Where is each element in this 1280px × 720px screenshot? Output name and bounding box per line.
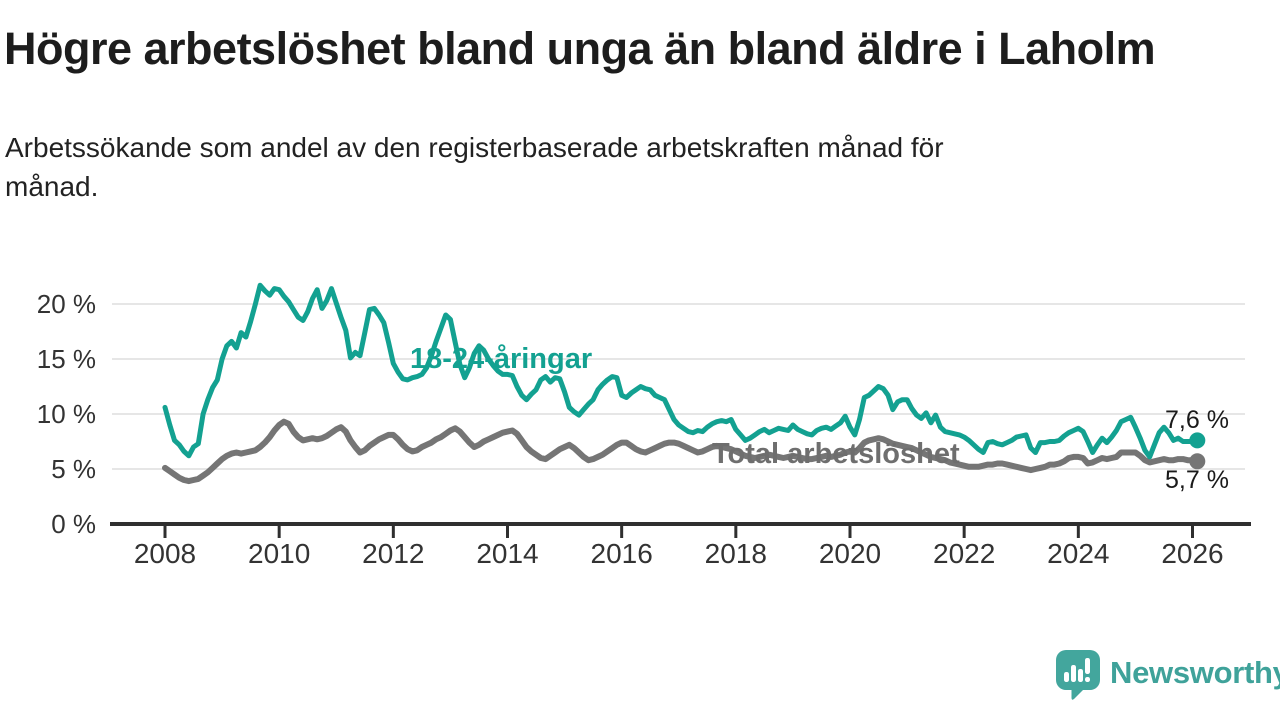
x-axis-tick-label: 2026: [1161, 538, 1223, 569]
end-value-label-total: 5,7 %: [1165, 466, 1229, 494]
x-axis-tick-label: 2010: [248, 538, 310, 569]
x-axis-tick-label: 2014: [476, 538, 538, 569]
series-end-dot-total: [1189, 453, 1206, 470]
page-subtitle: Arbetssökande som andel av den registerb…: [5, 132, 944, 202]
series-line-total: [162, 418, 1201, 485]
x-axis-tick-label: 2016: [591, 538, 653, 569]
end-value-label-youth: 7,6 %: [1165, 406, 1229, 434]
series-end-dot-youth: [1189, 432, 1206, 449]
x-axis-tick-label: 2018: [705, 538, 767, 569]
series-line-youth: [162, 282, 1200, 460]
y-axis-tick-label: 20 %: [37, 289, 96, 319]
page-title: Högre arbetslöshet bland unga än bland ä…: [4, 23, 1156, 74]
series-label-total: Total arbetslöshet: [712, 438, 960, 470]
y-axis-tick-label: 0 %: [51, 509, 96, 539]
x-axis-tick-label: 2020: [819, 538, 881, 569]
series-label-youth: 18-24-åringar: [410, 343, 593, 375]
newsworthy-logo-icon: [1056, 650, 1100, 700]
y-axis-tick-label: 15 %: [37, 344, 96, 374]
x-axis-tick-label: 2008: [134, 538, 196, 569]
x-axis-tick-label: 2022: [933, 538, 995, 569]
y-axis-tick-label: 10 %: [37, 399, 96, 429]
y-axis-tick-label: 5 %: [51, 454, 96, 484]
x-axis-tick-label: 2012: [362, 538, 424, 569]
newsworthy-logo-text: Newsworthy: [1110, 655, 1280, 690]
newsworthy-logo[interactable]: Newsworthy: [1056, 650, 1280, 700]
logo-bar-chart-glyph: [1064, 658, 1090, 682]
x-axis-tick-label: 2024: [1047, 538, 1109, 569]
